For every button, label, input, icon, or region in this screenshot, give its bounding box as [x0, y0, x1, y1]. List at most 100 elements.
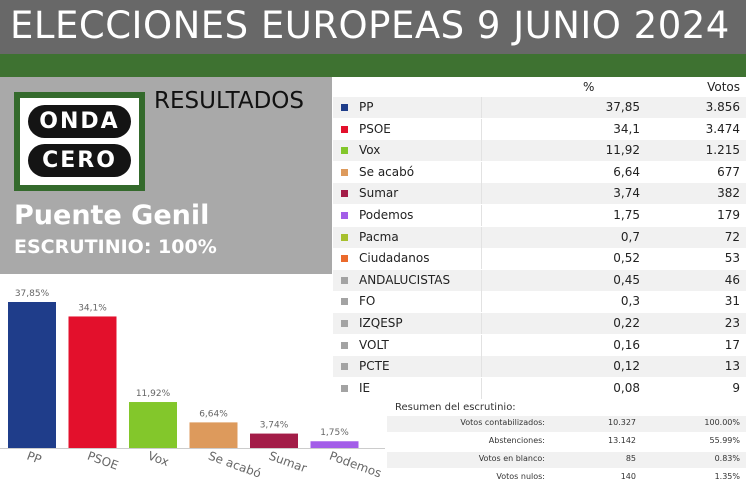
table-row: PCTE 0,12 13 — [333, 356, 746, 378]
table-row: Sumar 3,74 382 — [333, 183, 746, 205]
bar-sumar — [250, 433, 298, 448]
party-votes: 1.215 — [705, 143, 740, 158]
column-divider — [481, 334, 482, 356]
summary-row: Votos nulos: 140 1.35% — [387, 470, 746, 486]
party-color-swatch — [341, 212, 348, 219]
summary-value: 85 — [625, 454, 636, 463]
scrutiny-status: ESCRUTINIO: 100% — [14, 236, 217, 258]
bar-data-label: 3,74% — [260, 421, 289, 431]
x-tick-label: Se acabó — [206, 449, 263, 481]
summary-row: Votos contabilizados: 10.327 100.00% — [387, 416, 746, 432]
bar-data-label: 1,75% — [320, 428, 349, 438]
column-header-percent: % — [583, 80, 595, 94]
bar-data-label: 6,64% — [199, 409, 228, 419]
summary-value: 140 — [620, 472, 636, 481]
header-accent-strip — [0, 54, 746, 77]
party-color-swatch — [341, 298, 348, 306]
party-percent: 37,85 — [605, 100, 640, 114]
table-row: Ciudadanos 0,52 53 — [333, 248, 746, 270]
table-row: Vox 11,92 1.215 — [333, 140, 746, 162]
party-votes: 677 — [717, 164, 740, 179]
bar-pp — [8, 302, 56, 448]
summary-label: Votos contabilizados: — [460, 418, 545, 427]
column-divider — [481, 356, 482, 378]
column-divider — [481, 248, 482, 270]
column-divider — [481, 291, 482, 313]
party-votes: 53 — [724, 251, 740, 266]
party-name: Ciudadanos — [359, 251, 430, 266]
header-bar: ELECCIONES EUROPEAS 9 JUNIO 2024 — [0, 0, 746, 54]
party-votes: 72 — [724, 229, 740, 244]
summary-value: 10.327 — [608, 418, 636, 427]
party-votes: 13 — [724, 359, 740, 374]
party-color-swatch — [341, 276, 348, 284]
x-tick-label: Podemos — [327, 449, 383, 481]
party-votes: 31 — [724, 294, 740, 309]
town-name: Puente Genil — [14, 200, 210, 231]
column-divider — [481, 377, 482, 399]
x-tick-label: Sumar — [267, 449, 309, 476]
party-percent: 0,16 — [613, 337, 640, 352]
party-name: Se acabó — [359, 164, 415, 179]
bar-vox — [129, 402, 177, 448]
party-name: PSOE — [359, 121, 391, 136]
column-divider — [481, 140, 482, 162]
party-color-swatch — [341, 341, 348, 349]
party-percent: 11,92 — [605, 143, 640, 158]
party-color-swatch — [341, 320, 348, 327]
table-row: PP 37,85 3.856 — [333, 97, 746, 118]
party-votes: 23 — [724, 316, 740, 330]
party-color-swatch — [341, 384, 348, 392]
logo-word-onda: ONDA — [28, 105, 131, 138]
column-divider — [481, 269, 482, 291]
table-row: Se acabó 6,64 677 — [333, 161, 746, 183]
party-votes: 3.474 — [705, 121, 740, 136]
party-votes: 3.856 — [705, 100, 740, 114]
party-percent: 0,22 — [613, 316, 640, 330]
summary-label: Abstenciones: — [488, 436, 545, 445]
party-name: PP — [359, 100, 374, 114]
page-title: ELECCIONES EUROPEAS 9 JUNIO 2024 — [10, 4, 730, 47]
party-color-swatch — [341, 255, 348, 263]
logo-word-cero: CERO — [28, 144, 131, 177]
column-divider — [481, 97, 482, 118]
party-color-swatch — [341, 125, 348, 133]
party-color-swatch — [341, 104, 348, 111]
results-heading: RESULTADOS — [154, 88, 305, 114]
results-bar-chart: 37,85% PP 34,1% PSOE 11,92% Vox 6,64% Se acabó 3… — [0, 289, 385, 481]
party-votes: 9 — [732, 380, 740, 395]
party-name: IZQESP — [359, 316, 403, 330]
party-color-swatch — [341, 363, 348, 371]
party-color-swatch — [341, 168, 348, 176]
bar-se-acab- — [189, 422, 238, 448]
summary-row: Abstenciones: 13.142 55.99% — [387, 434, 746, 450]
party-color-swatch — [341, 233, 348, 241]
bar-psoe — [68, 316, 117, 448]
bar-data-label: 37,85% — [15, 289, 50, 299]
column-divider — [481, 226, 482, 248]
table-row: VOLT 0,16 17 — [333, 334, 746, 356]
party-votes: 17 — [724, 337, 740, 352]
column-divider — [481, 161, 482, 183]
results-table: % Votos PP 37,85 3.856 PSOE 34,1 3.474 Vox 11,9… — [333, 77, 746, 403]
party-color-swatch — [341, 190, 348, 198]
summary-label: Votos en blanco: — [478, 454, 545, 463]
party-name: VOLT — [359, 337, 389, 352]
party-percent: 6,64 — [613, 164, 640, 179]
party-name: Vox — [359, 143, 381, 158]
summary-label: Votos nulos: — [496, 472, 545, 481]
summary-value: 13.142 — [608, 436, 636, 445]
column-divider — [481, 118, 482, 140]
party-percent: 34,1 — [613, 121, 640, 136]
summary-row: Votos en blanco: 85 0.83% — [387, 452, 746, 468]
x-tick-label: Vox — [146, 449, 171, 469]
table-row: PSOE 34,1 3.474 — [333, 118, 746, 140]
party-percent: 0,3 — [620, 294, 640, 309]
party-votes: 179 — [717, 208, 740, 222]
onda-cero-logo: ONDA CERO — [14, 92, 145, 191]
table-row: ANDALUCISTAS 0,45 46 — [333, 269, 746, 291]
party-name: Pacma — [359, 229, 399, 244]
party-votes: 382 — [717, 186, 740, 201]
table-row: FO 0,3 31 — [333, 291, 746, 313]
table-row: IZQESP 0,22 23 — [333, 313, 746, 334]
